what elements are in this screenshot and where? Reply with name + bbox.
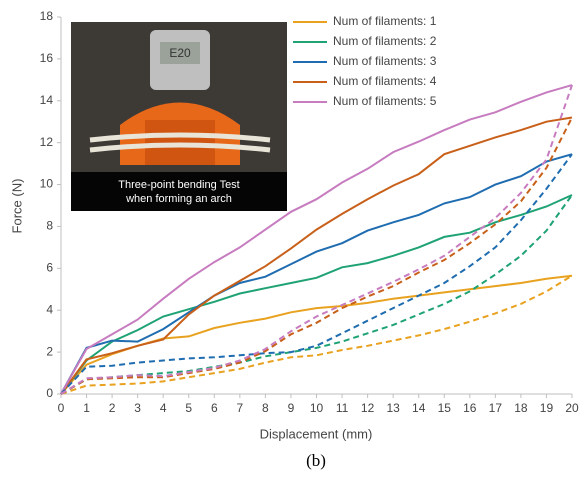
x-tick-label: 10 xyxy=(310,401,324,415)
y-tick-label: 2 xyxy=(46,344,53,358)
x-tick-label: 4 xyxy=(160,401,167,415)
x-tick-label: 3 xyxy=(134,401,141,415)
y-tick-label: 10 xyxy=(40,177,54,191)
legend-label: Num of filaments: 5 xyxy=(333,94,437,108)
legend-label: Num of filaments: 4 xyxy=(333,74,437,88)
x-tick-label: 6 xyxy=(211,401,218,415)
page: E20 Three-point bending Test when formin… xyxy=(0,0,585,480)
x-tick-label: 11 xyxy=(336,401,349,415)
y-tick-label: 0 xyxy=(46,386,53,400)
y-tick-label: 6 xyxy=(46,261,53,275)
x-tick-label: 9 xyxy=(288,401,295,415)
x-tick-label: 2 xyxy=(109,401,116,415)
panel-label: (b) xyxy=(306,451,326,470)
x-tick-label: 16 xyxy=(463,401,477,415)
x-tick-label: 5 xyxy=(185,401,192,415)
x-tick-label: 0 xyxy=(58,401,65,415)
x-tick-label: 12 xyxy=(361,401,375,415)
legend-label: Num of filaments: 1 xyxy=(333,14,437,28)
x-tick-label: 7 xyxy=(237,401,244,415)
y-tick-label: 12 xyxy=(40,135,54,149)
x-tick-label: 13 xyxy=(386,401,400,415)
x-tick-label: 19 xyxy=(540,401,554,415)
y-tick-label: 4 xyxy=(46,302,53,316)
legend-label: Num of filaments: 3 xyxy=(333,54,437,68)
svg-text:E20: E20 xyxy=(169,46,191,60)
x-tick-label: 20 xyxy=(565,401,579,415)
x-tick-label: 15 xyxy=(438,401,452,415)
x-tick-label: 1 xyxy=(83,401,90,415)
inset-caption: Three-point bending Test xyxy=(118,179,240,191)
x-axis-title: Displacement (mm) xyxy=(260,426,373,441)
x-tick-label: 18 xyxy=(514,401,528,415)
legend-label: Num of filaments: 2 xyxy=(333,34,437,48)
chart: E20 Three-point bending Test when formin… xyxy=(0,0,585,475)
y-tick-label: 16 xyxy=(40,51,54,65)
x-tick-label: 8 xyxy=(262,401,269,415)
inset-caption: when forming an arch xyxy=(125,193,232,205)
x-tick-label: 14 xyxy=(412,401,426,415)
x-tick-label: 17 xyxy=(489,401,503,415)
y-tick-label: 18 xyxy=(40,9,54,23)
y-axis-title: Force (N) xyxy=(9,179,24,234)
y-tick-label: 14 xyxy=(40,93,54,107)
y-tick-label: 8 xyxy=(46,219,53,233)
